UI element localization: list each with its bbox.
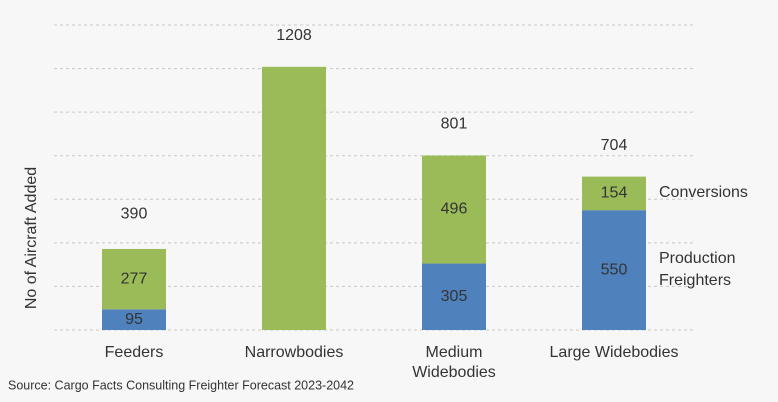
value-label: 95: [125, 311, 143, 328]
value-label: 277: [121, 270, 148, 287]
bar-segment: [582, 176, 646, 211]
x-tick-label: Feeders: [105, 344, 164, 361]
bar-segment: [422, 155, 486, 264]
x-tick-label: Narrowbodies: [245, 344, 344, 361]
legend-item: Production Freighters: [659, 250, 736, 290]
value-label: 496: [441, 201, 468, 218]
value-label: 305: [441, 288, 468, 305]
bar-segment: [582, 210, 646, 330]
total-label: 1208: [276, 27, 312, 44]
x-tick-label: Large Widebodies: [550, 344, 679, 361]
total-label: 390: [121, 205, 148, 222]
total-label: 704: [601, 137, 628, 154]
legend-item: Conversions: [659, 184, 748, 202]
bar-segment: [102, 309, 166, 330]
bar-segment: [262, 66, 326, 330]
y-axis-label: No of Aircraft Added: [23, 167, 40, 309]
x-tick-label: Widebodies: [412, 364, 496, 381]
bar-segment: [102, 248, 166, 310]
source: Source: Cargo Facts Consulting Freighter…: [8, 378, 354, 392]
value-label: 550: [601, 261, 628, 278]
total-label: 801: [441, 116, 468, 133]
x-tick-label: Medium: [426, 344, 483, 361]
bar-segment: [422, 263, 486, 330]
value-label: 154: [601, 185, 628, 202]
